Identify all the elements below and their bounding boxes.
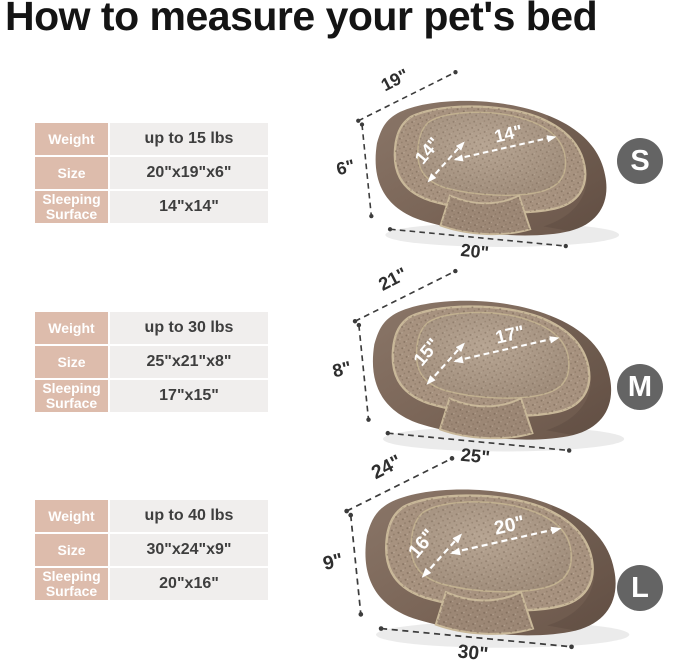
size-badge-l: L <box>617 565 663 611</box>
dim-bottom-label: 25" <box>460 444 491 468</box>
table-row-value: up to 30 lbs <box>110 312 268 344</box>
dim-top-label: 19" <box>378 65 412 96</box>
dim-side-label: 6" <box>334 155 357 179</box>
table-row-value: 20"x19"x6" <box>110 157 268 189</box>
table-row-label: Size <box>35 534 108 566</box>
dim-bottom-label: 20" <box>460 240 490 263</box>
table-row-label: Sleeping Surface <box>35 568 108 600</box>
table-row-value: 14"x14" <box>110 191 268 223</box>
table-row-value: 25"x21"x8" <box>110 346 268 378</box>
bed-illustration-s: 19" 6" 20" 14" 14" <box>334 65 650 263</box>
size-table-l: Weight up to 40 lbs Size 30"x24"x9" Slee… <box>35 500 268 600</box>
table-row-value: 17"x15" <box>110 380 268 412</box>
size-table-s: Weight up to 15 lbs Size 20"x19"x6" Slee… <box>35 123 268 223</box>
page-title: How to measure your pet's bed <box>5 0 598 39</box>
dim-side-label: 9" <box>321 550 345 575</box>
table-row-label: Size <box>35 157 108 189</box>
size-table-m: Weight up to 30 lbs Size 25"x21"x8" Slee… <box>35 312 268 412</box>
bed-illustration-m: 21" 8" 25" 15" 17" <box>330 263 656 468</box>
table-row-label: Weight <box>35 500 108 532</box>
table-row-label: Size <box>35 346 108 378</box>
bed-photo <box>353 269 624 453</box>
table-row-value: up to 40 lbs <box>110 500 268 532</box>
table-row-label: Sleeping Surface <box>35 191 108 223</box>
table-row-value: 20"x16" <box>110 568 268 600</box>
dim-top-label: 21" <box>375 263 410 295</box>
bed-photo <box>356 70 619 248</box>
dim-bottom-label: 30" <box>457 641 490 661</box>
table-row-value: 30"x24"x9" <box>110 534 268 566</box>
table-row-label: Weight <box>35 312 108 344</box>
bed-photo <box>344 456 629 649</box>
bed-illustration-l: 24" 9" 30" 16" 20" <box>321 451 663 661</box>
size-badge-m: M <box>617 364 663 410</box>
dim-side-label: 8" <box>330 356 353 381</box>
size-badge-s: S <box>617 138 663 184</box>
table-row-label: Sleeping Surface <box>35 380 108 412</box>
dim-top-label: 24" <box>368 451 405 484</box>
table-row-value: up to 15 lbs <box>110 123 268 155</box>
table-row-label: Weight <box>35 123 108 155</box>
